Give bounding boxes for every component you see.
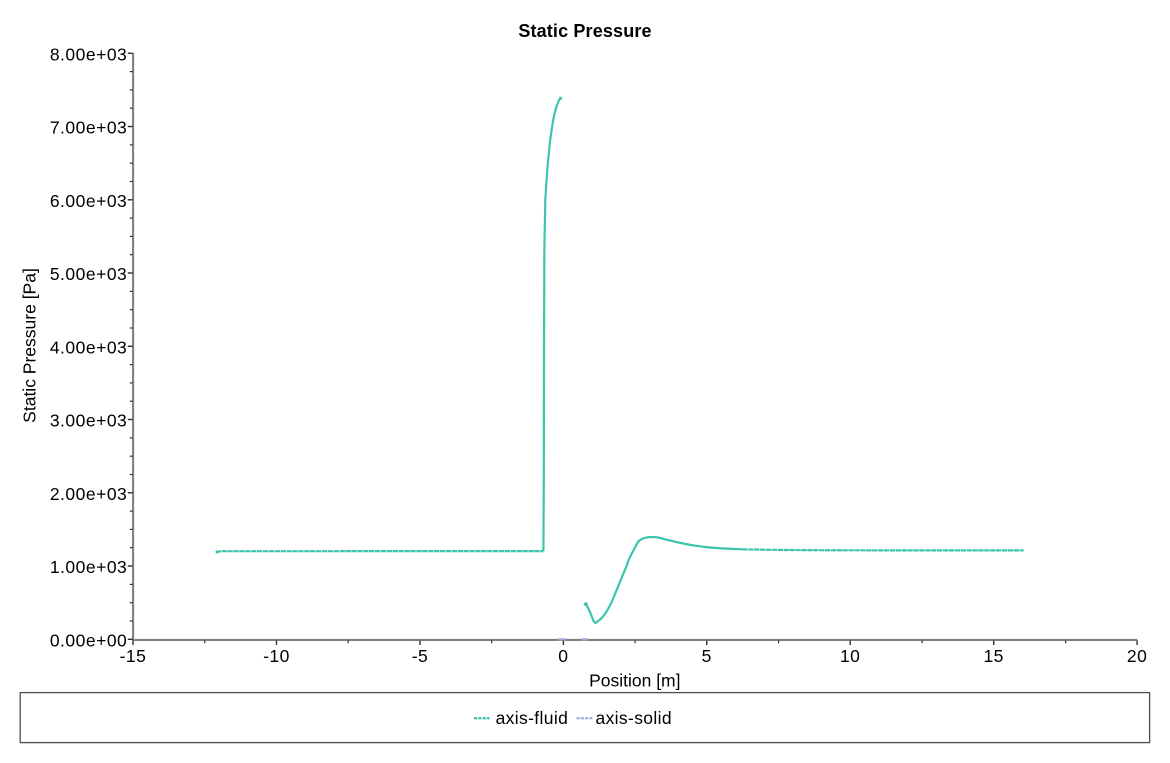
svg-text:8.00e+03: 8.00e+03 — [50, 44, 127, 64]
svg-text:-15: -15 — [120, 646, 147, 666]
svg-text:15: 15 — [983, 646, 1003, 666]
svg-text:Static Pressure: Static Pressure — [518, 21, 651, 41]
svg-text:axis-fluid: axis-fluid — [496, 708, 569, 728]
svg-text:5.00e+03: 5.00e+03 — [50, 264, 127, 284]
svg-text:5: 5 — [702, 646, 712, 666]
svg-text:Position [m]: Position [m] — [589, 670, 680, 690]
svg-text:2.00e+03: 2.00e+03 — [50, 484, 127, 504]
svg-text:1.00e+03: 1.00e+03 — [50, 557, 127, 577]
svg-text:axis-solid: axis-solid — [596, 708, 672, 728]
svg-text:Static Pressure [Pa]: Static Pressure [Pa] — [20, 268, 40, 423]
svg-text:0.00e+00: 0.00e+00 — [50, 630, 127, 650]
svg-text:3.00e+03: 3.00e+03 — [50, 411, 127, 431]
svg-text:6.00e+03: 6.00e+03 — [50, 191, 127, 211]
svg-text:0: 0 — [558, 646, 568, 666]
svg-text:20: 20 — [1127, 646, 1147, 666]
svg-text:-10: -10 — [263, 646, 290, 666]
svg-text:10: 10 — [840, 646, 860, 666]
svg-text:7.00e+03: 7.00e+03 — [50, 118, 127, 138]
svg-text:4.00e+03: 4.00e+03 — [50, 337, 127, 357]
svg-text:-5: -5 — [412, 646, 429, 666]
